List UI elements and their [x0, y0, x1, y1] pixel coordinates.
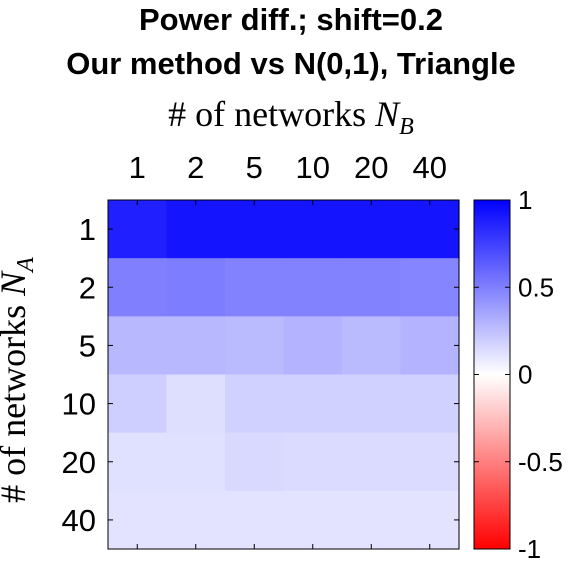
heatmap-cell — [166, 490, 226, 550]
colorbar-ticks: 1 0.5 0 -0.5 -1 — [474, 185, 563, 564]
y-tick-label: 20 — [62, 445, 96, 480]
x-tick-label: 20 — [354, 150, 388, 185]
heatmap-cell — [283, 432, 343, 492]
x-axis-label: # of networks NB — [168, 94, 414, 141]
heatmap-cell — [108, 258, 168, 317]
chart-subtitle: Our method vs N(0,1), Triangle — [66, 46, 516, 81]
x-tick-label: 2 — [187, 150, 204, 185]
heatmap-cell — [166, 258, 226, 317]
colorbar-tick-label: 1 — [518, 185, 532, 215]
y-tick-label: 1 — [79, 212, 96, 247]
heatmap-cell — [342, 490, 402, 550]
heatmap-cell — [342, 374, 402, 434]
heatmap-cell — [283, 316, 343, 376]
heatmap-cell — [166, 374, 226, 434]
colorbar-tick-label: -0.5 — [518, 447, 563, 477]
x-tick-label: 1 — [129, 150, 146, 185]
heatmap-cell — [166, 432, 226, 492]
heatmap-cell — [283, 258, 343, 317]
heatmap-cell — [283, 200, 343, 259]
heatmap-cell — [400, 490, 460, 550]
heatmap-cells — [108, 200, 460, 550]
heatmap-cell — [108, 374, 168, 434]
x-tick-label: 5 — [246, 150, 263, 185]
heatmap-cell — [108, 432, 168, 492]
heatmap-cell — [400, 374, 460, 434]
y-tick-label: 10 — [62, 387, 96, 422]
colorbar-tick-label: 0.5 — [518, 272, 554, 302]
chart-title: Power diff.; shift=0.2 — [138, 2, 444, 37]
heatmap-cell — [400, 316, 460, 376]
heatmap-cell — [225, 490, 285, 550]
heatmap-cell — [166, 200, 226, 259]
heatmap-cell — [108, 200, 168, 259]
heatmap-cell — [225, 374, 285, 434]
heatmap-cell — [225, 200, 285, 259]
heatmap-cell — [400, 258, 460, 317]
heatmap-cell — [342, 200, 402, 259]
colorbar-tick-label: 0 — [518, 360, 532, 390]
heatmap-cell — [342, 258, 402, 317]
y-tick-label: 40 — [62, 503, 96, 538]
colorbar-tick-label: -1 — [518, 534, 541, 564]
x-ticks: 1 2 5 10 20 40 — [129, 150, 447, 549]
y-ticks: 1 2 5 10 20 40 — [62, 212, 459, 538]
plot-frame — [107, 199, 460, 550]
heatmap-cell — [342, 316, 402, 376]
x-tick-label: 10 — [296, 150, 330, 185]
heatmap-cell — [108, 316, 168, 376]
y-tick-label: 5 — [79, 328, 96, 363]
heatmap-cell — [108, 490, 168, 550]
heatmap-cell — [342, 432, 402, 492]
heatmap-cell — [400, 432, 460, 492]
heatmap-cell — [225, 316, 285, 376]
heatmap-cell — [166, 316, 226, 376]
x-tick-label: 40 — [413, 150, 447, 185]
heatmap-cell — [225, 258, 285, 317]
heatmap-cell — [283, 374, 343, 434]
heatmap-cell — [225, 432, 285, 492]
colorbar — [473, 199, 511, 550]
heatmap-cell — [400, 200, 460, 259]
heatmap-cell — [283, 490, 343, 550]
y-tick-label: 2 — [79, 270, 96, 305]
